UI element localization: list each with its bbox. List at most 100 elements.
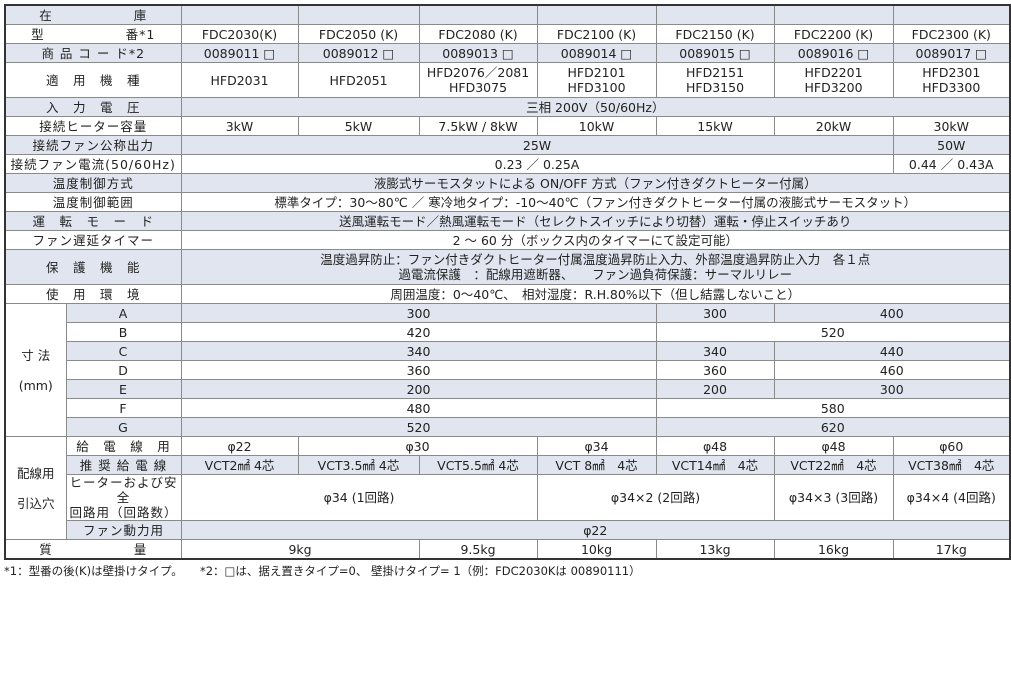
table-row: 使 用 環 境周囲温度：0〜40℃、 相対湿度：R.H.80%以下（但し結露しな… — [4, 284, 1011, 304]
value-cell: φ22 — [180, 436, 299, 456]
value-cell: 0089011 □ — [180, 43, 299, 63]
value-cell: 360 — [655, 360, 775, 380]
value-cell: φ34×3 (3回路) — [773, 474, 894, 521]
value-cell — [418, 4, 538, 25]
value-cell — [180, 4, 299, 25]
value-cell: 温度過昇防止：ファン付きダクトヒーター付属温度過昇防止入力、外部温度過昇防止入力… — [180, 249, 1011, 285]
value-cell: HFD2076／2081 HFD3075 — [418, 62, 538, 98]
table-row: 接続ファン電流(50/60Hz) 0.23 ／ 0.25A 0.44 ／ 0.43A — [4, 154, 1011, 174]
value-cell: 送風運転モード／熱風運転モード（セレクトスイッチにより切替）運転・停止スイッチあ… — [180, 211, 1011, 231]
row-label: 保 護 機 能 — [4, 249, 182, 285]
table-row: 商 品 コ ー ド*2 0089011 □ 0089012 □ 0089013 □ 00… — [4, 43, 1011, 63]
value-cell: HFD2301 HFD3300 — [892, 62, 1011, 98]
value-cell: FDC2050 (K) — [297, 24, 420, 44]
value-cell: 16kg — [773, 539, 894, 560]
row-label: D — [65, 360, 182, 380]
value-cell: 3kW — [180, 116, 299, 136]
value-cell: 10kg — [536, 539, 657, 560]
table-row: 入 力 電 圧三相 200V（50/60Hz） — [4, 97, 1011, 117]
value-cell: VCT14㎟ 4芯 — [655, 455, 775, 475]
spec-sheet: 在 庫型 番*1 FDC2030(K) FDC2050 (K) FDC2080 (K)… — [4, 4, 1011, 579]
value-cell — [297, 4, 420, 25]
value-cell: 580 — [655, 398, 1011, 418]
row-label: 温度制御範囲 — [4, 192, 182, 212]
row-label: 適 用 機 種 — [4, 62, 182, 98]
row-label: G — [65, 417, 182, 437]
table-row: 保 護 機 能温度過昇防止：ファン付きダクトヒーター付属温度過昇防止入力、外部温… — [4, 249, 1011, 285]
value-cell: 周囲温度：0〜40℃、 相対湿度：R.H.80%以下（但し結露しないこと） — [180, 284, 1011, 304]
value-cell: 0089013 □ — [418, 43, 538, 63]
value-cell: 0089014 □ — [536, 43, 657, 63]
value-cell: φ34×2 (2回路) — [536, 474, 775, 521]
value-cell: 7.5kW / 8kW — [418, 116, 538, 136]
value-cell — [773, 4, 894, 25]
spec-table: 在 庫型 番*1 FDC2030(K) FDC2050 (K) FDC2080 (K)… — [4, 4, 1011, 560]
row-label: 型 番*1 — [4, 24, 182, 44]
value-cell: 10kW — [536, 116, 657, 136]
table-row: D 360 360 460 — [5, 360, 1011, 380]
value-cell: 50W — [892, 135, 1011, 155]
value-cell: HFD2151 HFD3150 — [655, 62, 775, 98]
value-cell: FDC2080 (K) — [418, 24, 538, 44]
row-label: 商 品 コ ー ド*2 — [4, 43, 182, 63]
row-label: 推 奨 給 電 線 — [65, 455, 182, 475]
value-cell: VCT3.5㎟ 4芯 — [297, 455, 420, 475]
row-label: ファン遅延タイマー — [4, 230, 182, 250]
row-label: 接続ファン公称出力 — [4, 135, 182, 155]
row-label: 接続ヒーター容量 — [4, 116, 182, 136]
table-row: 寸 法 (mm) A 300 300 400 — [4, 303, 1011, 437]
row-label: E — [65, 379, 182, 399]
value-cell: φ34 (1回路) — [180, 474, 538, 521]
table-row: 質 量 9kg 9.5kg 10kg 13kg 16kg 17kg — [4, 539, 1011, 560]
value-cell: φ34×4 (4回路) — [892, 474, 1011, 521]
value-cell: 30kW — [892, 116, 1011, 136]
row-label: ヒーターおよび安全 回路用（回路数） — [65, 474, 182, 521]
value-cell: FDC2200 (K) — [773, 24, 894, 44]
value-cell: 0.44 ／ 0.43A — [892, 154, 1011, 174]
value-cell: φ48 — [773, 436, 894, 456]
table-row: 配線用 引込穴給 電 線 用 φ22 φ30 φ34 φ48 φ48 φ60 — [4, 436, 1011, 540]
value-cell: 標準タイプ：30〜80℃ ／ 寒冷地タイプ：-10〜40℃（ファン付きダクトヒー… — [180, 192, 1011, 212]
table-row: 適 用 機 種 HFD2031 HFD2051 HFD2076／2081 HFD307… — [4, 62, 1011, 98]
row-label: ファン動力用 — [65, 520, 182, 540]
value-cell: FDC2300 (K) — [892, 24, 1011, 44]
value-cell: 340 — [180, 341, 657, 361]
value-cell: 液膨式サーモスタットによる ON/OFF 方式（ファン付きダクトヒーター付属） — [180, 173, 1011, 193]
value-cell: 0089012 □ — [297, 43, 420, 63]
row-label: 質 量 — [4, 539, 182, 560]
row-label: A — [65, 303, 182, 323]
value-cell — [655, 4, 775, 25]
value-cell: φ48 — [655, 436, 775, 456]
value-cell: 13kg — [655, 539, 775, 560]
table-row: C 340 340 440 — [5, 341, 1011, 361]
value-cell: 5kW — [297, 116, 420, 136]
table-row: 推 奨 給 電 線 VCT2㎟ 4芯 VCT3.5㎟ 4芯 VCT5.5㎟ 4芯 VCT… — [5, 455, 1011, 475]
row-label: 給 電 線 用 — [65, 436, 182, 456]
value-cell: VCT2㎟ 4芯 — [180, 455, 299, 475]
row-label: F — [65, 398, 182, 418]
value-cell: 200 — [180, 379, 657, 399]
table-row: G 520 620 — [5, 417, 1011, 437]
value-cell: 420 — [180, 322, 657, 342]
row-label: 温度制御方式 — [4, 173, 182, 193]
value-cell: FDC2100 (K) — [536, 24, 657, 44]
value-cell: 520 — [655, 322, 1011, 342]
value-cell — [536, 4, 657, 25]
value-cell — [892, 4, 1011, 25]
row-label: C — [65, 341, 182, 361]
value-cell: 25W — [180, 135, 894, 155]
table-row: ヒーターおよび安全 回路用（回路数） φ34 (1回路) φ34×2 (2回路) φ3… — [5, 474, 1011, 521]
table-row: F 480 580 — [5, 398, 1011, 418]
value-cell: 400 — [773, 303, 1011, 323]
value-cell: 360 — [180, 360, 657, 380]
value-cell: 2 〜 60 分（ボックス内のタイマーにて設定可能） — [180, 230, 1011, 250]
table-row: B 420 520 — [5, 322, 1011, 342]
value-cell: VCT 8㎟ 4芯 — [536, 455, 657, 475]
table-row: 接続ヒーター容量 3kW 5kW 7.5kW / 8kW 10kW 15kW 20kW 30k… — [4, 116, 1011, 136]
row-label: 入 力 電 圧 — [4, 97, 182, 117]
footnote: *1：型番の後(K)は壁掛けタイプ。 *2：□は、据え置きタイプ=0、 壁掛けタ… — [4, 564, 641, 578]
value-cell: 0.23 ／ 0.25A — [180, 154, 894, 174]
table-row: ファン動力用 φ22 — [5, 520, 1011, 540]
row-label: 在 庫 — [4, 4, 182, 25]
table-row: 型 番*1 FDC2030(K) FDC2050 (K) FDC2080 (K) FDC… — [4, 24, 1011, 44]
